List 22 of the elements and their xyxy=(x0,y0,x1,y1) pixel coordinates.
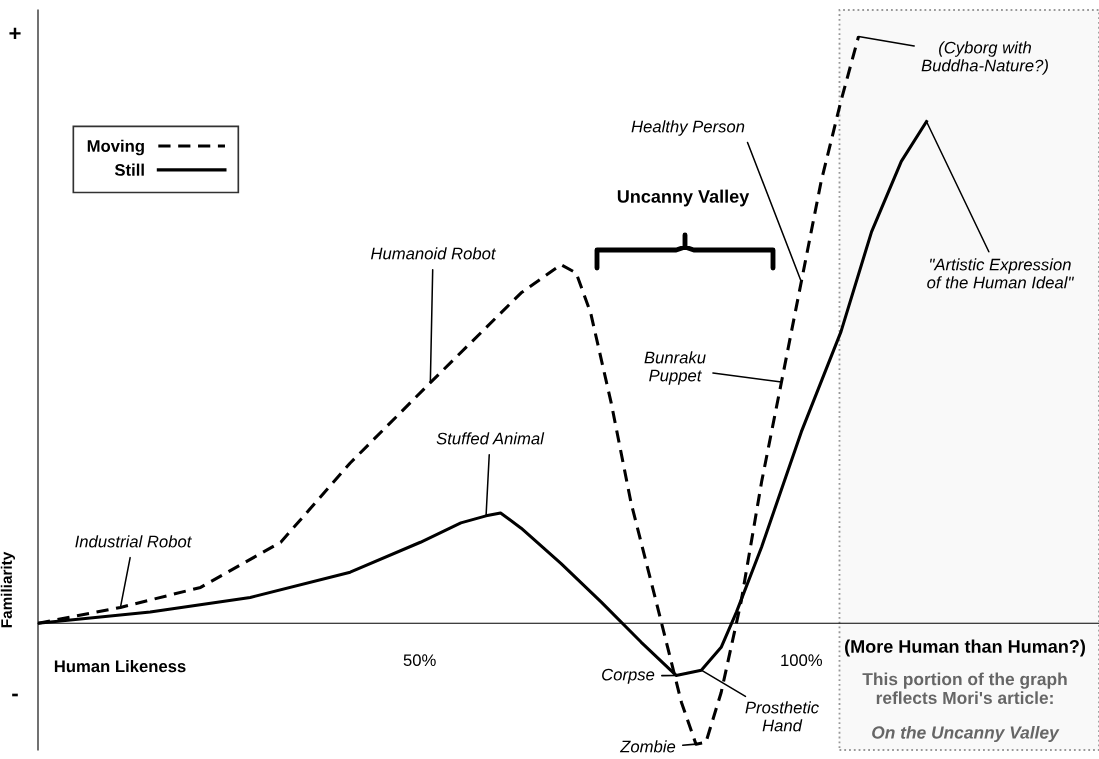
annotation: "Artistic Expression of the Human Ideal" xyxy=(927,258,1074,289)
annotation: This portion of the graph reflects Mori's article: xyxy=(862,672,1067,705)
annotation: Uncanny Valley xyxy=(617,189,750,207)
annotation: Industrial Robot xyxy=(75,535,192,548)
text: - xyxy=(12,693,18,697)
annotation: Zombie xyxy=(619,740,676,753)
annotation: Stuffed Animal xyxy=(436,432,545,445)
legend-label: Moving xyxy=(87,139,144,156)
legend-label: Still xyxy=(114,163,144,176)
text: + xyxy=(9,27,21,39)
annotation: Bunraku Puppet xyxy=(644,351,706,385)
annotation: On the Uncanny Valley xyxy=(872,725,1060,743)
annotation: Healthy Person xyxy=(631,120,745,136)
annotation: Humanoid Robot xyxy=(370,247,497,260)
annotation: (Cyborg with Buddha-Nature?) xyxy=(921,41,1048,75)
annotation: Prosthetic Hand xyxy=(745,701,819,732)
y-axis-title: Familiarity xyxy=(0,551,15,628)
annotation: (More Human than Human?) xyxy=(845,639,1085,657)
x-axis-title: Human Likeness xyxy=(54,660,186,673)
annotation: Corpse xyxy=(602,668,655,684)
x-tick-label: 100% xyxy=(781,654,823,667)
x-tick-label: 50% xyxy=(403,654,436,667)
